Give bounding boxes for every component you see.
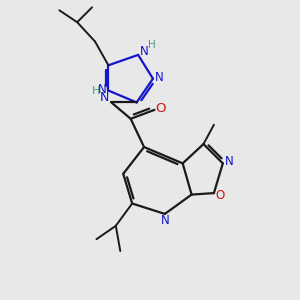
Text: N: N xyxy=(100,92,110,104)
Text: N: N xyxy=(140,45,148,58)
Text: O: O xyxy=(155,102,166,115)
Text: N: N xyxy=(225,155,234,168)
Text: N: N xyxy=(98,82,106,96)
Text: O: O xyxy=(216,189,225,202)
Text: H: H xyxy=(148,40,156,50)
Text: N: N xyxy=(155,71,164,84)
Text: N: N xyxy=(161,214,170,227)
Text: H: H xyxy=(92,86,101,96)
